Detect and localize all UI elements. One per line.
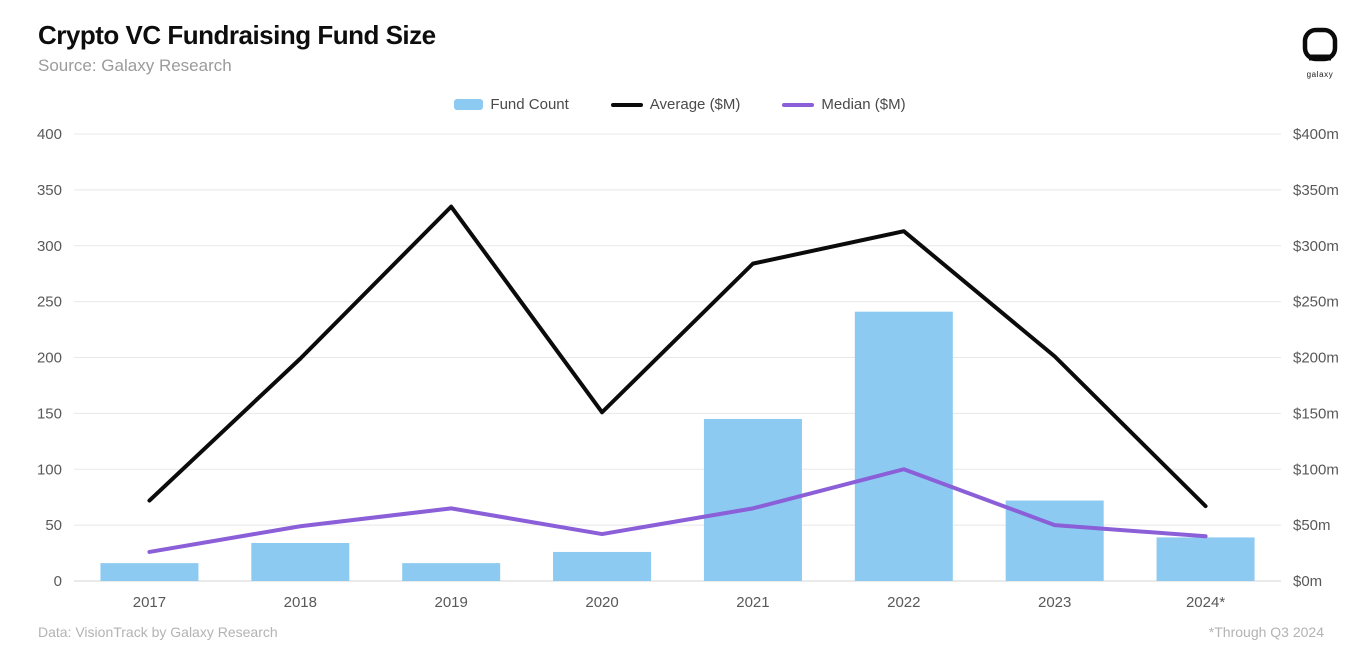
right-axis-tick: $100m — [1293, 461, 1339, 478]
x-axis-label: 2018 — [284, 594, 317, 611]
footnote: *Through Q3 2024 — [1208, 624, 1324, 640]
galaxy-logo: galaxy — [1294, 26, 1346, 79]
fund-count-bar — [1156, 537, 1255, 581]
x-axis-label: 2023 — [1038, 594, 1071, 611]
left-axis-tick: 50 — [45, 517, 62, 534]
galaxy-logo-label: galaxy — [1306, 70, 1334, 79]
legend-label: Average ($M) — [649, 96, 741, 113]
right-axis-tick: $0m — [1293, 573, 1322, 590]
x-axis-label: 2017 — [133, 594, 166, 611]
legend-item-average: Average ($M) — [610, 96, 741, 113]
right-axis-tick: $400m — [1293, 126, 1339, 143]
x-axis-label: 2019 — [435, 594, 468, 611]
median-line-swatch-icon — [782, 102, 815, 107]
page-title: Crypto VC Fundraising Fund Size — [38, 20, 436, 50]
x-axis-label: 2024* — [1186, 594, 1225, 611]
legend-item-median: Median ($M) — [782, 96, 906, 113]
fund-count-bar — [100, 563, 199, 581]
left-axis-tick: 350 — [37, 182, 62, 199]
chart-legend: Fund Count Average ($M) Median ($M) — [0, 96, 1360, 113]
x-axis-label: 2020 — [585, 594, 618, 611]
data-attribution: Data: VisionTrack by Galaxy Research — [38, 624, 278, 640]
x-axis-label: 2021 — [736, 594, 769, 611]
right-axis-tick: $200m — [1293, 350, 1339, 367]
legend-item-fund-count: Fund Count — [454, 96, 569, 113]
average-line-swatch-icon — [610, 102, 643, 107]
average-line — [147, 204, 1208, 509]
legend-label: Fund Count — [490, 96, 569, 113]
x-axis-label: 2022 — [887, 594, 920, 611]
legend-label: Median ($M) — [821, 96, 906, 113]
right-axis-tick: $250m — [1293, 294, 1339, 311]
galaxy-helmet-icon — [1301, 26, 1339, 69]
right-axis-tick: $300m — [1293, 238, 1339, 255]
left-axis-tick: 0 — [54, 573, 62, 590]
fund-count-bar — [854, 311, 953, 581]
left-axis-tick: 150 — [37, 405, 62, 422]
fund-count-bar — [251, 543, 350, 581]
left-axis-tick: 300 — [37, 238, 62, 255]
median-line — [147, 467, 1208, 554]
right-axis-tick: $150m — [1293, 405, 1339, 422]
source-subtitle: Source: Galaxy Research — [38, 56, 232, 75]
left-axis-tick: 400 — [37, 126, 62, 143]
right-axis-tick: $350m — [1293, 182, 1339, 199]
left-axis-tick: 100 — [37, 461, 62, 478]
left-axis-tick: 250 — [37, 294, 62, 311]
fund-count-bar — [402, 563, 501, 581]
left-axis-tick: 200 — [37, 350, 62, 367]
right-axis-tick: $50m — [1293, 517, 1331, 534]
fund-count-swatch-icon — [454, 99, 484, 110]
fund-count-bar — [553, 551, 652, 581]
